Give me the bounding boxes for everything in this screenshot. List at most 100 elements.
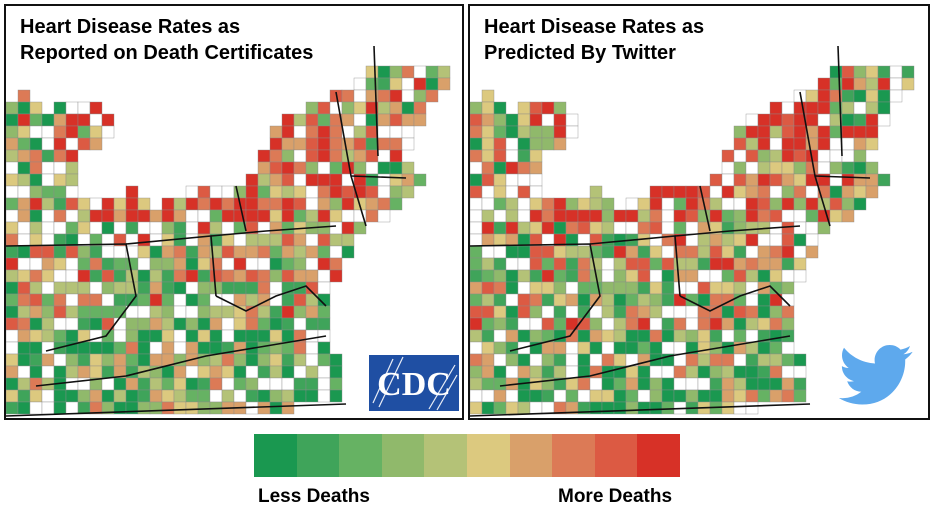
county-cell [353,101,367,115]
county-cell [317,305,331,319]
county-cell [853,113,867,127]
county-cell [721,197,735,211]
county-cell [353,113,367,127]
county-cell [685,197,699,211]
county-cell [721,173,735,187]
county-cell [661,401,675,415]
county-cell [565,305,579,319]
county-cell [305,269,319,283]
county-cell [101,365,115,379]
county-cell [185,305,199,319]
county-cell [353,149,367,163]
county-cell [541,269,555,283]
county-cell [601,353,615,367]
county-cell [269,245,283,259]
county-cell [65,329,79,343]
county-cell [125,185,139,199]
county-cell [829,197,843,211]
county-cell [517,293,531,307]
county-cell [53,329,67,343]
county-cell [649,377,663,391]
county-cell [209,341,223,355]
county-cell [269,161,283,175]
county-cell [317,341,331,355]
county-cell [493,209,507,223]
county-cell [197,317,211,331]
county-cell [245,245,259,259]
county-cell [233,317,247,331]
county-cell [77,257,91,271]
county-cell [137,269,151,283]
county-cell [281,173,295,187]
county-cell [6,377,19,391]
county-cell [565,377,579,391]
county-cell [209,365,223,379]
county-cell [493,233,507,247]
county-cell [745,221,759,235]
county-cell [697,341,711,355]
county-cell [781,113,795,127]
county-cell [781,209,795,223]
county-cell [517,149,531,163]
county-cell [733,305,747,319]
county-cell [769,137,783,151]
county-cell [77,113,91,127]
county-cell [245,329,259,343]
county-cell [721,353,735,367]
county-cell [517,389,531,403]
county-cell [17,377,31,391]
county-cell [89,137,103,151]
county-cell [613,329,627,343]
county-cell [649,281,663,295]
county-cell [233,341,247,355]
county-cell [853,185,867,199]
county-cell [793,161,807,175]
county-cell [149,389,163,403]
county-cell [413,101,427,115]
county-cell [197,197,211,211]
county-cell [829,173,843,187]
county-cell [101,281,115,295]
county-cell [41,137,55,151]
county-cell [185,257,199,271]
county-cell [649,329,663,343]
county-cell [853,173,867,187]
county-cell [793,377,807,391]
county-cell [29,353,43,367]
county-cell [221,353,235,367]
county-cell [757,341,771,355]
county-cell [697,293,711,307]
county-cell [481,389,495,403]
county-cell [41,317,55,331]
county-cell [221,257,235,271]
county-cell [185,317,199,331]
county-cell [565,245,579,259]
county-cell [257,269,271,283]
county-cell [209,317,223,331]
county-cell [209,305,223,319]
county-cell [197,185,211,199]
county-cell [589,257,603,271]
county-cell [541,281,555,295]
county-cell [6,365,19,379]
county-cell [470,101,483,115]
county-cell [721,377,735,391]
county-cell [481,377,495,391]
county-cell [673,317,687,331]
county-cell [697,257,711,271]
county-cell [877,113,891,127]
county-cell [53,173,67,187]
county-cell [53,281,67,295]
county-cell [625,197,639,211]
county-cell [125,197,139,211]
county-cell [329,365,343,379]
county-cell [781,365,795,379]
county-cell [553,113,567,127]
county-cell [305,197,319,211]
county-cell [769,161,783,175]
county-cell [29,101,43,115]
county-cell [553,245,567,259]
county-cell [269,281,283,295]
county-cell [481,293,495,307]
county-cell [493,113,507,127]
